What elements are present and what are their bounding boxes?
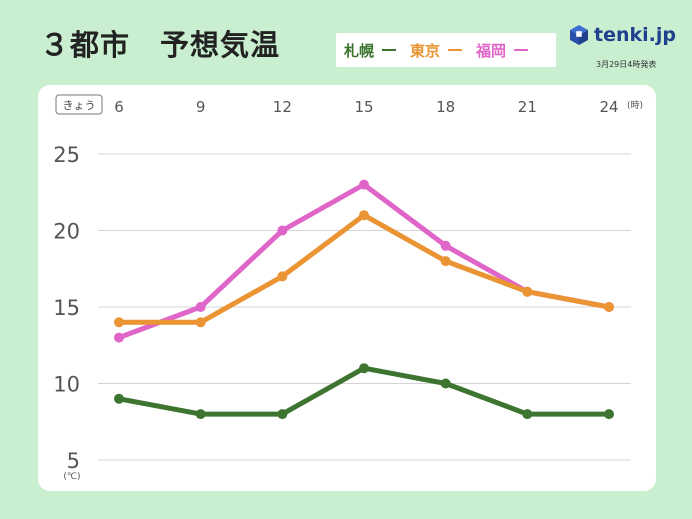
- legend-label-fukuoka: 福岡: [476, 41, 507, 60]
- y-tick-label: 10: [53, 373, 80, 397]
- data-point: [277, 225, 288, 236]
- y-tick-label: 25: [53, 143, 80, 167]
- data-point: [440, 256, 451, 267]
- brand-logo[interactable]: tenki.jp: [568, 24, 676, 46]
- series-line: [116, 182, 612, 341]
- data-point: [440, 378, 451, 389]
- y-tick-label: 15: [53, 296, 80, 320]
- legend-label-sapporo: 札幌: [344, 41, 375, 60]
- data-point: [359, 363, 369, 374]
- legend-swatch-fukuoka: [514, 49, 529, 51]
- chart-panel: [38, 85, 656, 491]
- today-badge: [55, 94, 103, 115]
- issue-date: 3月29日4時発表: [596, 60, 657, 69]
- legend-swatch-sapporo: [382, 49, 397, 51]
- data-point: [440, 240, 451, 251]
- data-point: [195, 302, 206, 312]
- x-tick-label: 24: [599, 98, 618, 116]
- legend-item-sapporo: 札幌: [344, 40, 397, 61]
- data-point: [277, 409, 288, 420]
- data-point: [359, 210, 369, 221]
- data-point: [522, 409, 533, 420]
- data-point: [114, 393, 124, 404]
- legend-item-tokyo: 東京: [410, 40, 463, 61]
- x-tick-label: 18: [436, 98, 455, 116]
- series-line: [116, 212, 612, 325]
- today-badge-label: きょう: [63, 99, 96, 112]
- brand-name: tenki.jp: [594, 24, 676, 46]
- series-line: [116, 365, 612, 417]
- data-point: [114, 332, 124, 343]
- x-tick-label: 9: [196, 98, 206, 116]
- legend-swatch-tokyo: [448, 49, 463, 51]
- x-tick-label: 15: [354, 98, 373, 116]
- data-point: [604, 302, 614, 312]
- data-point: [277, 271, 288, 282]
- x-tick-label: 12: [273, 98, 292, 116]
- x-unit-label: (時): [627, 100, 643, 111]
- data-point: [604, 409, 614, 420]
- x-tick-label: 6: [114, 98, 124, 116]
- page-title: ３都市 予想気温: [40, 28, 281, 62]
- data-point: [359, 179, 369, 190]
- x-tick-label: 21: [518, 98, 537, 116]
- y-tick-label: 20: [53, 220, 80, 244]
- data-point: [522, 286, 533, 297]
- y-tick-label: 5: [67, 449, 80, 473]
- data-point: [195, 317, 206, 328]
- legend: 札幌 東京 福岡: [336, 33, 556, 67]
- data-point: [114, 317, 124, 328]
- legend-item-fukuoka: 福岡: [476, 40, 529, 61]
- cube-logo-icon: [570, 25, 588, 45]
- legend-label-tokyo: 東京: [410, 41, 441, 60]
- y-unit-label: (℃): [63, 472, 80, 482]
- data-point: [195, 409, 206, 420]
